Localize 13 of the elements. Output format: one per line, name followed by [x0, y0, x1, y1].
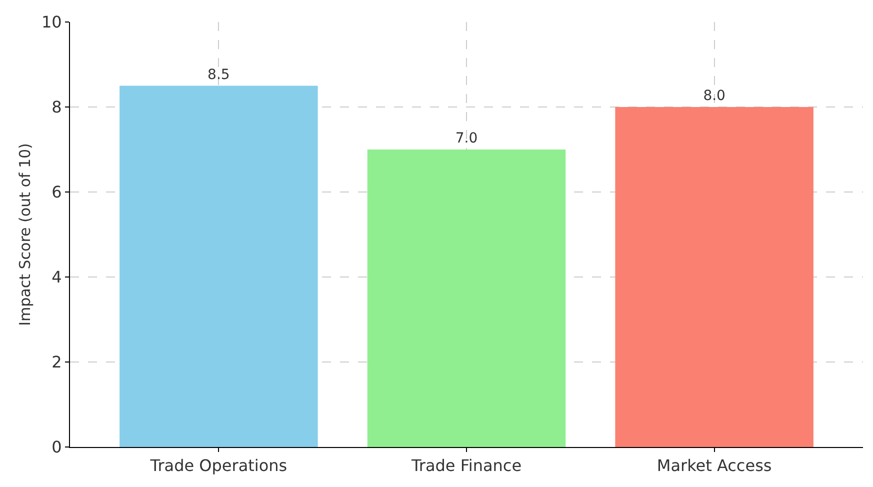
- y-axis-title: Impact Score (out of 10): [16, 143, 34, 326]
- data-label: 8.5: [208, 66, 230, 83]
- y-tick-label: 4: [52, 268, 62, 287]
- x-tick-label: Trade Finance: [410, 456, 522, 476]
- data-label: 8.0: [703, 88, 726, 104]
- x-tick-label: Market Access: [656, 456, 772, 476]
- y-tick-label: 6: [52, 182, 62, 202]
- data-label: 7.0: [455, 130, 478, 146]
- y-tick-label: 2: [52, 352, 62, 372]
- x-tick-label: Trade Operations: [149, 456, 288, 476]
- y-tick-label: 10: [41, 12, 62, 32]
- y-tick-label: 8: [52, 98, 62, 117]
- y-tick-label: 0: [52, 438, 62, 457]
